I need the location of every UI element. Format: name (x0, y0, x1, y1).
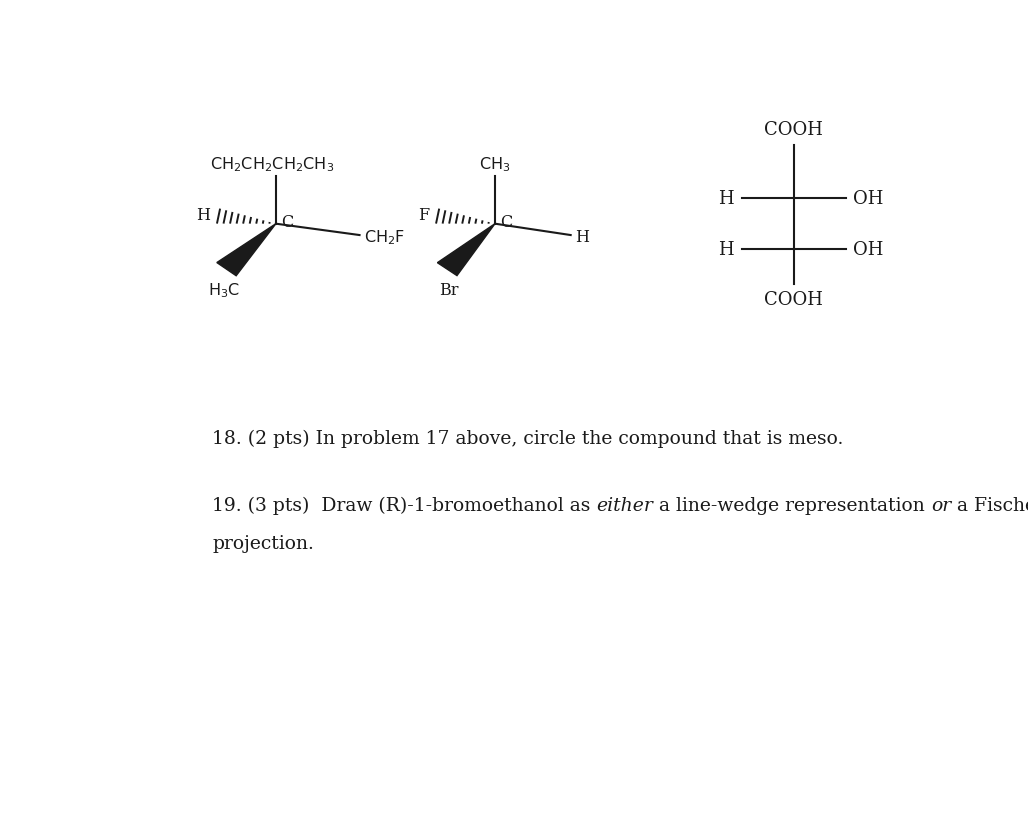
Text: H: H (196, 207, 211, 224)
Text: $\mathsf{H_3C}$: $\mathsf{H_3C}$ (208, 281, 241, 300)
Text: C: C (501, 214, 513, 230)
Text: COOH: COOH (764, 291, 823, 309)
Text: H: H (719, 190, 734, 208)
Text: $\mathsf{CH_2CH_2CH_2CH_3}$: $\mathsf{CH_2CH_2CH_2CH_3}$ (210, 156, 334, 174)
Text: a Fischer: a Fischer (951, 496, 1028, 514)
Text: projection.: projection. (212, 534, 314, 552)
Text: Br: Br (439, 281, 458, 298)
Polygon shape (437, 224, 495, 276)
Text: or: or (931, 496, 951, 514)
Text: OH: OH (853, 190, 884, 208)
Text: F: F (418, 207, 430, 224)
Text: COOH: COOH (764, 121, 823, 139)
Text: a line-wedge representation: a line-wedge representation (654, 496, 931, 514)
Text: H: H (719, 241, 734, 259)
Text: 19. (3 pts)  Draw (R)-1-bromoethanol as: 19. (3 pts) Draw (R)-1-bromoethanol as (212, 496, 596, 514)
Text: OH: OH (853, 241, 884, 259)
Text: either: either (596, 496, 654, 514)
Text: C: C (282, 214, 294, 230)
Text: $\mathsf{CH_3}$: $\mathsf{CH_3}$ (479, 156, 511, 174)
Text: H: H (575, 229, 589, 246)
Text: 18. (2 pts) In problem 17 above, circle the compound that is meso.: 18. (2 pts) In problem 17 above, circle … (212, 430, 844, 448)
Text: $\mathsf{CH_2F}$: $\mathsf{CH_2F}$ (364, 228, 405, 247)
Polygon shape (217, 224, 276, 276)
